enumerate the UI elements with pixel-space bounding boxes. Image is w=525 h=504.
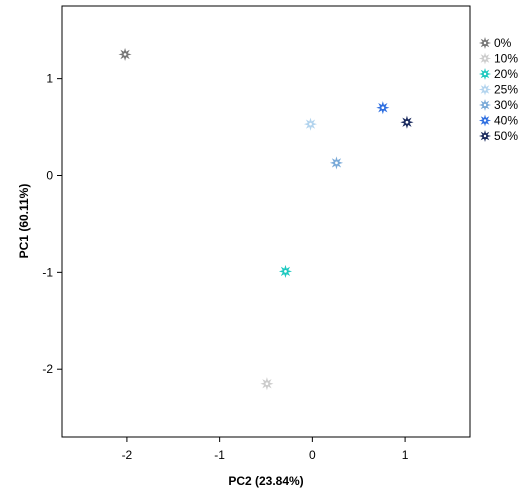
legend-marker [478,83,492,96]
legend-marker [478,36,492,50]
legend-label: 0% [494,36,512,50]
plot-area [61,5,471,438]
legend-item: 40% [478,114,518,128]
y-tick-label: 0 [46,168,53,182]
legend-label: 25% [494,83,518,97]
x-tick-label: -2 [122,448,133,462]
legend-label: 40% [494,114,518,128]
data-point-0pct [118,47,132,61]
legend-item: 25% [478,83,518,97]
x-axis: -2 -1 0 1 [122,437,409,462]
data-point-20pct [278,264,293,278]
x-tick-label: -1 [214,448,225,462]
legend: 0% 10%20% 25%30% 40%50% [478,36,518,143]
legend-item: 30% [478,98,518,112]
y-axis-title: PC1 (60.11%) [17,184,31,259]
data-point-25pct [303,117,318,131]
legend-item: 20% [478,67,518,81]
x-axis-title: PC2 (23.84%) [228,474,303,488]
legend-item: 50% [478,129,518,143]
y-tick-label: 1 [46,72,53,86]
y-tick-label: -1 [42,265,53,279]
legend-item: 10% [478,52,518,66]
data-points [118,47,414,391]
y-tick-label: -2 [42,362,53,376]
data-point-40pct [376,101,390,115]
legend-marker [478,114,492,127]
y-axis: -2 -1 0 1 [42,72,62,376]
legend-marker [478,67,492,81]
legend-label: 30% [494,98,518,112]
legend-label: 10% [494,52,518,66]
legend-label: 50% [494,129,518,143]
legend-label: 20% [494,67,518,81]
data-point-10pct [260,377,274,391]
data-point-30pct [329,156,344,170]
legend-marker [478,52,492,65]
legend-marker [478,129,492,143]
legend-item: 0% [478,36,512,50]
x-tick-label: 0 [309,448,316,462]
legend-marker [478,98,492,112]
x-tick-label: 1 [402,448,409,462]
data-point-50pct [400,115,414,129]
